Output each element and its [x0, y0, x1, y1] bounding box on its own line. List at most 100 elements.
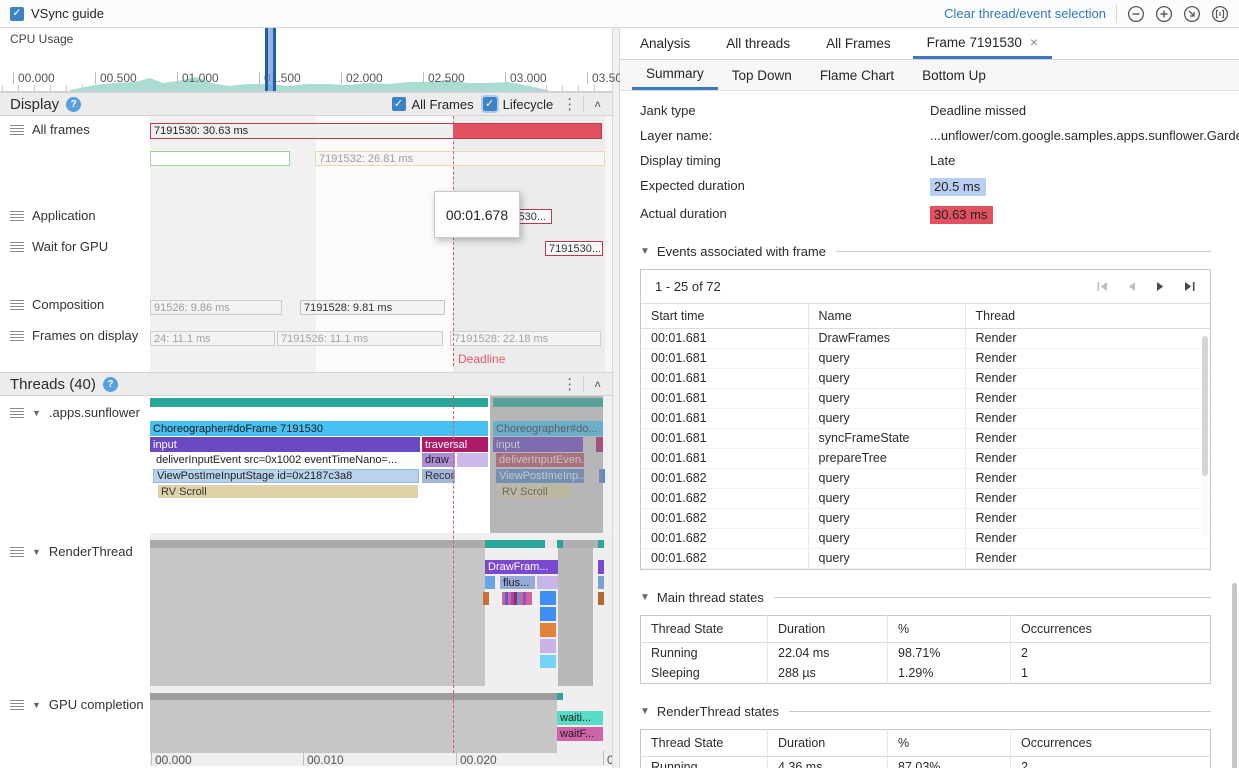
- trace-event-bar[interactable]: waiti...: [557, 711, 603, 725]
- display-collapse-icon[interactable]: ∧: [593, 98, 602, 110]
- display-timeline[interactable]: Deadline 7191530: 30.63 ms 7191532: 26.81…: [150, 116, 612, 372]
- event-row[interactable]: 00:01.681 DrawFrames Render: [641, 328, 1210, 349]
- trace-event-bar[interactable]: [540, 607, 556, 621]
- collapse-triangle-icon[interactable]: ▼: [640, 246, 650, 257]
- trace-event-bar[interactable]: [150, 398, 488, 407]
- trace-event-bar[interactable]: Choreographer#doFrame 7191530: [150, 421, 488, 436]
- reset-zoom-icon[interactable]: [1183, 5, 1201, 23]
- pane-divider[interactable]: [612, 28, 620, 768]
- lifecycle-checkbox[interactable]: ✓: [480, 95, 499, 113]
- trace-event-bar[interactable]: [483, 592, 489, 605]
- trace-event-bar[interactable]: input: [150, 437, 420, 452]
- col-duration[interactable]: Duration: [767, 615, 888, 643]
- trace-event-bar[interactable]: ViewPostImeInp...: [496, 469, 584, 483]
- event-row[interactable]: 00:01.682 query Render: [641, 508, 1210, 529]
- col-thread-state[interactable]: Thread State: [640, 729, 768, 757]
- trace-event-bar[interactable]: Choreographer#do...: [493, 421, 603, 436]
- drag-handle-icon[interactable]: [10, 546, 24, 557]
- display-track-label[interactable]: Wait for GPU: [10, 239, 108, 254]
- col-name[interactable]: Name: [807, 304, 965, 329]
- all-frames-checkbox[interactable]: ✓: [391, 97, 406, 111]
- event-row[interactable]: 00:01.681 prepareTree Render: [641, 448, 1210, 469]
- thread-track-label[interactable]: ▼ .apps.sunflower: [10, 405, 140, 420]
- trace-event-bar[interactable]: Record ...: [422, 469, 455, 483]
- frame-bar[interactable]: 7191532: 26.81 ms: [315, 151, 605, 166]
- col-thread[interactable]: Thread: [964, 304, 1210, 329]
- frame-bar[interactable]: 91526: 9.86 ms: [150, 300, 282, 315]
- trace-event-bar[interactable]: [493, 398, 603, 407]
- trace-event-bar[interactable]: [557, 693, 563, 700]
- next-page-icon[interactable]: [1154, 280, 1167, 293]
- analysis-tab[interactable]: Analysis: [640, 36, 691, 51]
- trace-event-bar[interactable]: [598, 592, 604, 605]
- frame-bar[interactable]: 7191528: 9.81 ms: [300, 300, 445, 315]
- frame-bar[interactable]: 7191530...: [545, 241, 603, 256]
- trace-event-bar[interactable]: draw: [422, 453, 455, 467]
- event-row[interactable]: 00:01.681 query Render: [641, 408, 1210, 429]
- range-selection-marker[interactable]: [265, 28, 277, 91]
- drag-handle-icon[interactable]: [10, 210, 24, 221]
- threads-collapse-icon[interactable]: ∧: [593, 378, 602, 390]
- main-thread-states-header[interactable]: ▼ Main thread states: [640, 590, 1211, 605]
- analysis-tab[interactable]: Frame 7191530 ×: [912, 28, 1053, 59]
- event-row[interactable]: 00:01.682 query Render: [641, 488, 1210, 509]
- col-start-time[interactable]: Start time: [641, 304, 808, 329]
- events-scrollbar[interactable]: [1202, 336, 1208, 536]
- state-row[interactable]: Running 22.04 ms 98.71% 2: [641, 642, 1211, 663]
- display-track-label[interactable]: Application: [10, 208, 96, 223]
- col-percent[interactable]: %: [887, 615, 1011, 643]
- col-percent[interactable]: %: [887, 729, 1011, 757]
- close-tab-icon[interactable]: ×: [1029, 34, 1039, 50]
- thread-track-label[interactable]: ▼ GPU completion: [10, 697, 144, 712]
- trace-event-bar[interactable]: [540, 623, 556, 637]
- clear-selection-link[interactable]: Clear thread/event selection: [944, 6, 1106, 21]
- vsync-guide-checkbox[interactable]: ✓: [10, 6, 24, 21]
- trace-event-bar[interactable]: [537, 576, 558, 589]
- trace-event-bar[interactable]: [457, 453, 488, 467]
- frame-bar[interactable]: [150, 151, 290, 166]
- zoom-in-icon[interactable]: [1155, 5, 1173, 23]
- zoom-to-selection-icon[interactable]: [1211, 5, 1229, 23]
- frame-subtab[interactable]: Top Down: [731, 67, 792, 83]
- trace-event-bar[interactable]: [485, 576, 491, 589]
- expand-caret-icon[interactable]: ▼: [32, 407, 41, 418]
- threads-options-kebab-icon[interactable]: ⋮: [562, 376, 578, 393]
- event-row[interactable]: 00:01.681 syncFrameState Render: [641, 428, 1210, 449]
- col-duration[interactable]: Duration: [767, 729, 888, 757]
- trace-event-bar[interactable]: flus...: [500, 576, 535, 589]
- frame-bar[interactable]: 7191528: 22.18 ms: [450, 331, 601, 346]
- col-thread-state[interactable]: Thread State: [640, 615, 768, 643]
- trace-event-bar[interactable]: deliverInputEven...: [496, 453, 584, 467]
- trace-event-bar[interactable]: [557, 540, 563, 548]
- first-page-icon[interactable]: [1096, 280, 1109, 293]
- state-row[interactable]: Sleeping 288 µs 1.29% 1: [641, 663, 1211, 684]
- frame-subtab[interactable]: Bottom Up: [922, 67, 986, 83]
- trace-event-bar[interactable]: [596, 437, 603, 452]
- trace-event-bar[interactable]: waitF...: [557, 727, 603, 741]
- event-row[interactable]: 00:01.682 query Render: [641, 528, 1210, 549]
- trace-event-bar[interactable]: [599, 469, 605, 483]
- drag-handle-icon[interactable]: [10, 407, 24, 418]
- display-options-kebab-icon[interactable]: ⋮: [562, 96, 578, 113]
- event-row[interactable]: 00:01.682 query Render: [641, 548, 1210, 569]
- threads-help-icon[interactable]: ?: [102, 376, 118, 392]
- frame-bar[interactable]: 7191526: 11.1 ms: [277, 331, 443, 346]
- col-occurrences[interactable]: Occurrences: [1010, 615, 1211, 643]
- analysis-scrollbar[interactable]: [1232, 28, 1238, 768]
- trace-event-bar[interactable]: deliverInputEvent src=0x1002 eventTimeNa…: [153, 453, 419, 467]
- trace-event-bar[interactable]: [526, 592, 532, 605]
- frame-subtab[interactable]: Flame Chart: [819, 67, 895, 83]
- trace-event-bar[interactable]: [540, 639, 556, 653]
- thread-track-label[interactable]: ▼ RenderThread: [10, 544, 133, 559]
- trace-event-bar[interactable]: DrawFram...: [485, 560, 558, 574]
- trace-event-bar[interactable]: [540, 591, 556, 605]
- display-track-label[interactable]: Composition: [10, 297, 104, 312]
- trace-event-bar[interactable]: [598, 576, 604, 589]
- event-row[interactable]: 00:01.681 query Render: [641, 348, 1210, 369]
- trace-event-bar[interactable]: traversal: [422, 437, 488, 452]
- drag-handle-icon[interactable]: [10, 299, 24, 310]
- collapse-triangle-icon[interactable]: ▼: [640, 592, 650, 603]
- trace-event-bar[interactable]: RV Scroll: [158, 485, 418, 498]
- frame-subtab[interactable]: Summary: [632, 60, 718, 90]
- trace-event-bar[interactable]: RV Scroll: [499, 485, 571, 498]
